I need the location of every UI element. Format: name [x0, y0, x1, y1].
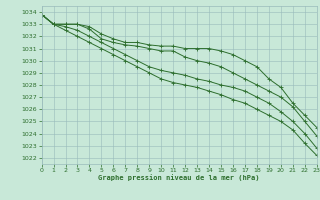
X-axis label: Graphe pression niveau de la mer (hPa): Graphe pression niveau de la mer (hPa) [99, 175, 260, 181]
